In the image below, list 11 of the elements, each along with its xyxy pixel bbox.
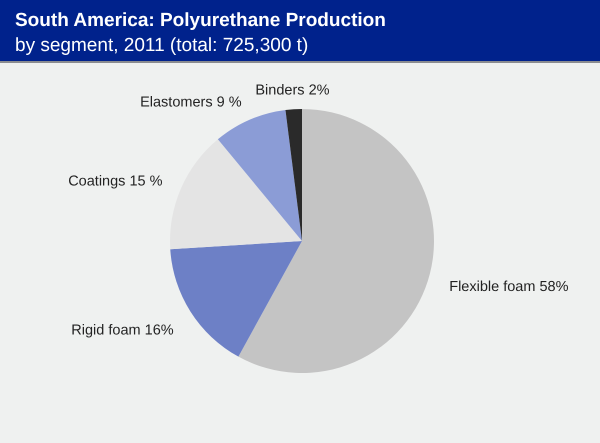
slice-label: Flexible foam 58% bbox=[449, 278, 569, 295]
slice-label: Rigid foam 16% bbox=[71, 322, 174, 338]
pie-slice bbox=[170, 139, 302, 250]
pie-slice bbox=[238, 109, 434, 373]
pie-slice bbox=[218, 110, 302, 241]
slice-label: Coatings 15 % bbox=[68, 174, 163, 190]
slice-label: Binders 2% bbox=[255, 82, 330, 98]
pie-slice bbox=[285, 109, 302, 241]
slice-label: Elastomers 9 % bbox=[140, 94, 242, 110]
chart-title: South America: Polyurethane Production bbox=[15, 10, 386, 31]
chart-subtitle: by segment, 2011 (total: 725,300 t) bbox=[15, 35, 308, 56]
